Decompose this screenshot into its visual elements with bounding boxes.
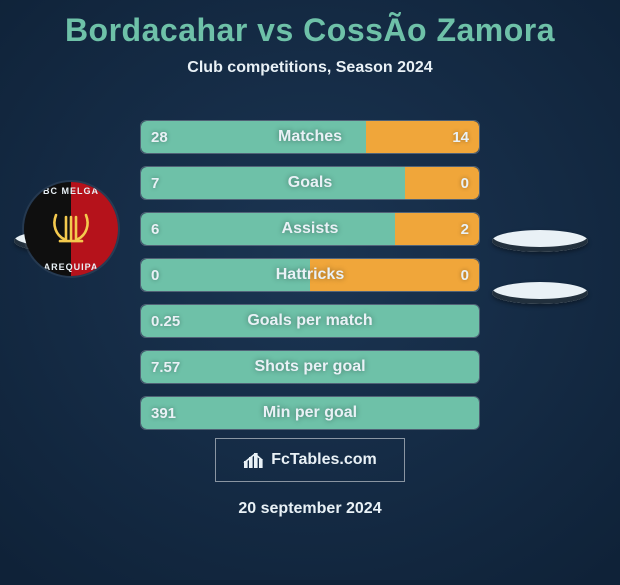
stat-value-left: 7.57 xyxy=(141,351,190,383)
badge-top-text: BC MELGA xyxy=(24,186,118,196)
stat-value-right: 0 xyxy=(451,167,479,199)
stat-row: 62Assists xyxy=(140,212,480,246)
content: Bordacahar vs CossÃ­o Zamora Club compet… xyxy=(0,0,620,580)
stat-row: 0.25Goals per match xyxy=(140,304,480,338)
page-title: Bordacahar vs CossÃ­o Zamora xyxy=(0,12,620,49)
player-chip-right-1 xyxy=(492,230,588,252)
stat-value-left: 6 xyxy=(141,213,169,245)
stat-value-right: 14 xyxy=(442,121,479,153)
stat-value-left: 391 xyxy=(141,397,186,429)
stat-row: 70Goals xyxy=(140,166,480,200)
stat-row: 00Hattricks xyxy=(140,258,480,292)
stat-value-left: 0.25 xyxy=(141,305,190,337)
chart-icon xyxy=(243,451,265,469)
stat-row: 7.57Shots per goal xyxy=(140,350,480,384)
stat-bar-left xyxy=(141,351,479,383)
player-chip-right-2 xyxy=(492,282,588,304)
stat-bar-left xyxy=(141,397,479,429)
brand-text: FcTables.com xyxy=(271,451,377,469)
stat-bar-left xyxy=(141,167,405,199)
badge-bottom-text: AREQUIPA xyxy=(24,262,118,272)
stat-rows: 2814Matches70Goals62Assists00Hattricks0.… xyxy=(140,120,480,442)
subtitle: Club competitions, Season 2024 xyxy=(0,59,620,77)
stat-row: 391Min per goal xyxy=(140,396,480,430)
stat-bar-left xyxy=(141,213,395,245)
stat-value-left: 7 xyxy=(141,167,169,199)
stat-value-left: 28 xyxy=(141,121,178,153)
stat-bar-left xyxy=(141,305,479,337)
lyre-icon xyxy=(48,205,94,251)
team-badge-left: BC MELGA AREQUIPA xyxy=(22,180,120,278)
footer-date: 20 september 2024 xyxy=(0,500,620,518)
stat-value-right: 0 xyxy=(451,259,479,291)
stat-value-left: 0 xyxy=(141,259,169,291)
brand-box[interactable]: FcTables.com xyxy=(215,438,405,482)
stat-row: 2814Matches xyxy=(140,120,480,154)
stat-value-right: 2 xyxy=(451,213,479,245)
